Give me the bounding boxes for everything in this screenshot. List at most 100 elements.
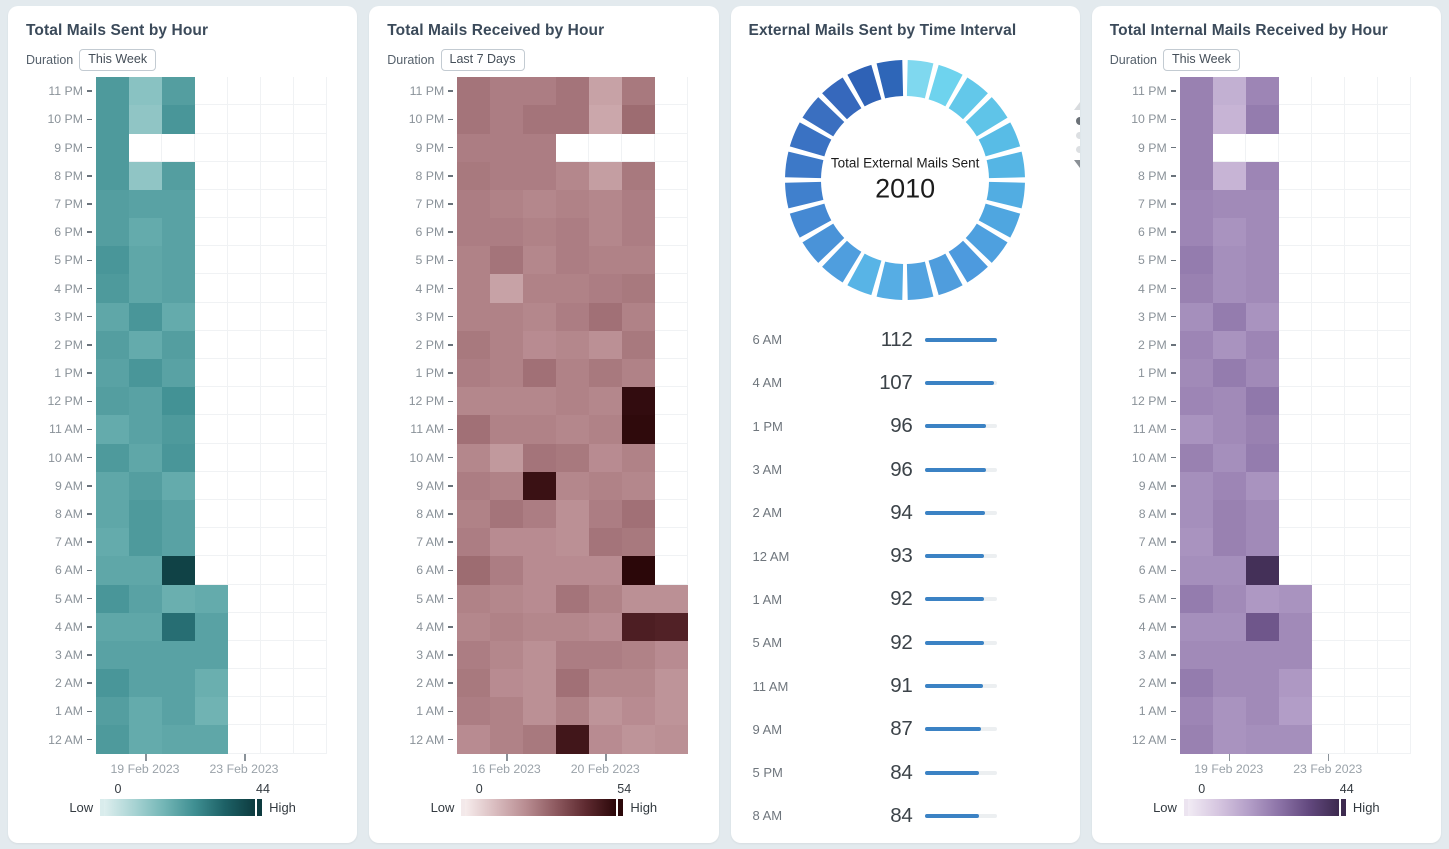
heatmap-cell[interactable] bbox=[1212, 415, 1246, 444]
heatmap-cell[interactable] bbox=[1278, 105, 1312, 134]
heatmap-cell[interactable] bbox=[1245, 387, 1279, 416]
heatmap-cell[interactable] bbox=[622, 556, 656, 585]
heatmap-cell[interactable] bbox=[1278, 274, 1312, 303]
heatmap-cell[interactable] bbox=[1212, 77, 1246, 106]
heatmap-cell[interactable] bbox=[1278, 669, 1312, 698]
heatmap-cell[interactable] bbox=[457, 330, 491, 359]
scroll-down-arrow-icon[interactable] bbox=[1073, 160, 1080, 168]
heatmap-cell[interactable] bbox=[1212, 528, 1246, 557]
heatmap-cell[interactable] bbox=[1311, 302, 1345, 331]
heatmap-cell[interactable] bbox=[1377, 471, 1411, 500]
heatmap-cell[interactable] bbox=[228, 669, 261, 698]
heatmap-cell[interactable] bbox=[490, 471, 524, 500]
heatmap-cell[interactable] bbox=[1179, 189, 1213, 219]
heatmap-cell[interactable] bbox=[556, 669, 590, 698]
heatmap-cell[interactable] bbox=[589, 499, 623, 529]
heatmap-cell[interactable] bbox=[1344, 133, 1378, 162]
heatmap-cell[interactable] bbox=[294, 415, 327, 444]
heatmap-cell[interactable] bbox=[1212, 697, 1246, 726]
heatmap-cell[interactable] bbox=[1278, 246, 1312, 275]
heatmap-cell[interactable] bbox=[162, 189, 195, 219]
heatmap-cell[interactable] bbox=[1344, 161, 1378, 190]
heatmap-cell[interactable] bbox=[228, 415, 261, 444]
heatmap-cell[interactable] bbox=[622, 697, 656, 726]
heatmap-cell[interactable] bbox=[96, 161, 129, 190]
heatmap-cell[interactable] bbox=[1212, 612, 1246, 641]
heatmap-cell[interactable] bbox=[129, 697, 162, 726]
heatmap-cell[interactable] bbox=[655, 640, 689, 670]
heatmap-cell[interactable] bbox=[1311, 725, 1345, 754]
heatmap-cell[interactable] bbox=[129, 77, 162, 106]
heatmap-cell[interactable] bbox=[1311, 556, 1345, 585]
heatmap-cell[interactable] bbox=[1278, 359, 1312, 388]
heatmap-cell[interactable] bbox=[195, 640, 228, 670]
heatmap-cell[interactable] bbox=[622, 161, 656, 190]
heatmap-cell[interactable] bbox=[589, 189, 623, 219]
heatmap-cell[interactable] bbox=[228, 612, 261, 641]
heatmap-cell[interactable] bbox=[1311, 669, 1345, 698]
page-dot-1[interactable] bbox=[1075, 117, 1080, 125]
heatmap-cell[interactable] bbox=[261, 415, 294, 444]
heatmap-cell[interactable] bbox=[523, 697, 557, 726]
heatmap-cell[interactable] bbox=[96, 471, 129, 500]
heatmap-cell[interactable] bbox=[1278, 161, 1312, 190]
heatmap-cell[interactable] bbox=[96, 556, 129, 585]
heatmap-cell[interactable] bbox=[162, 415, 195, 444]
heatmap-cell[interactable] bbox=[655, 584, 689, 613]
heatmap-cell[interactable] bbox=[96, 443, 129, 472]
heatmap-cell[interactable] bbox=[523, 77, 557, 106]
heatmap-cell[interactable] bbox=[523, 274, 557, 303]
heatmap-cell[interactable] bbox=[294, 359, 327, 388]
heatmap-cell[interactable] bbox=[129, 528, 162, 557]
heatmap-cell[interactable] bbox=[1212, 387, 1246, 416]
heatmap-cell[interactable] bbox=[1179, 302, 1213, 331]
heatmap-cell[interactable] bbox=[523, 189, 557, 219]
donut-segment[interactable] bbox=[948, 240, 989, 283]
heatmap-cell[interactable] bbox=[294, 471, 327, 500]
heatmap-cell[interactable] bbox=[1245, 640, 1279, 670]
heatmap-cell[interactable] bbox=[589, 133, 623, 162]
heatmap-cell[interactable] bbox=[655, 499, 689, 529]
heatmap-cell[interactable] bbox=[195, 415, 228, 444]
heatmap-cell[interactable] bbox=[1344, 725, 1378, 754]
heatmap-cell[interactable] bbox=[1377, 359, 1411, 388]
heatmap-cell[interactable] bbox=[1179, 359, 1213, 388]
heatmap-cell[interactable] bbox=[96, 499, 129, 529]
donut-segment[interactable] bbox=[986, 181, 1026, 209]
heatmap-cell[interactable] bbox=[556, 105, 590, 134]
heatmap-cell[interactable] bbox=[490, 274, 524, 303]
heatmap-cell[interactable] bbox=[195, 697, 228, 726]
heatmap-cell[interactable] bbox=[1212, 556, 1246, 585]
heatmap-cell[interactable] bbox=[96, 669, 129, 698]
heatmap-cell[interactable] bbox=[1311, 612, 1345, 641]
heatmap-cell[interactable] bbox=[1311, 218, 1345, 247]
heatmap-cell[interactable] bbox=[228, 640, 261, 670]
heatmap-cell[interactable] bbox=[523, 528, 557, 557]
heatmap-cell[interactable] bbox=[1179, 443, 1213, 472]
heatmap-cell[interactable] bbox=[1278, 330, 1312, 359]
heatmap-cell[interactable] bbox=[1377, 161, 1411, 190]
heatmap-cell[interactable] bbox=[1245, 612, 1279, 641]
heatmap-cell[interactable] bbox=[1377, 77, 1411, 106]
heatmap-cell[interactable] bbox=[622, 133, 656, 162]
donut-segment[interactable] bbox=[928, 64, 963, 107]
heatmap-cell[interactable] bbox=[1377, 415, 1411, 444]
heatmap-cell[interactable] bbox=[228, 246, 261, 275]
heatmap-cell[interactable] bbox=[294, 584, 327, 613]
heatmap-cell[interactable] bbox=[1311, 77, 1345, 106]
heatmap-cell[interactable] bbox=[655, 612, 689, 641]
heatmap-cell[interactable] bbox=[261, 528, 294, 557]
heatmap-cell[interactable] bbox=[523, 218, 557, 247]
heatmap-cell[interactable] bbox=[162, 443, 195, 472]
list-paginator[interactable] bbox=[1073, 102, 1080, 168]
heatmap-cell[interactable] bbox=[261, 330, 294, 359]
heatmap-cell[interactable] bbox=[523, 415, 557, 444]
heatmap-cell[interactable] bbox=[622, 189, 656, 219]
heatmap-cell[interactable] bbox=[1377, 189, 1411, 219]
heatmap-cell[interactable] bbox=[294, 612, 327, 641]
heatmap-cell[interactable] bbox=[162, 471, 195, 500]
heatmap-cell[interactable] bbox=[162, 77, 195, 106]
donut-segment[interactable] bbox=[847, 64, 882, 107]
heatmap-cell[interactable] bbox=[129, 725, 162, 754]
heatmap-cell[interactable] bbox=[622, 246, 656, 275]
